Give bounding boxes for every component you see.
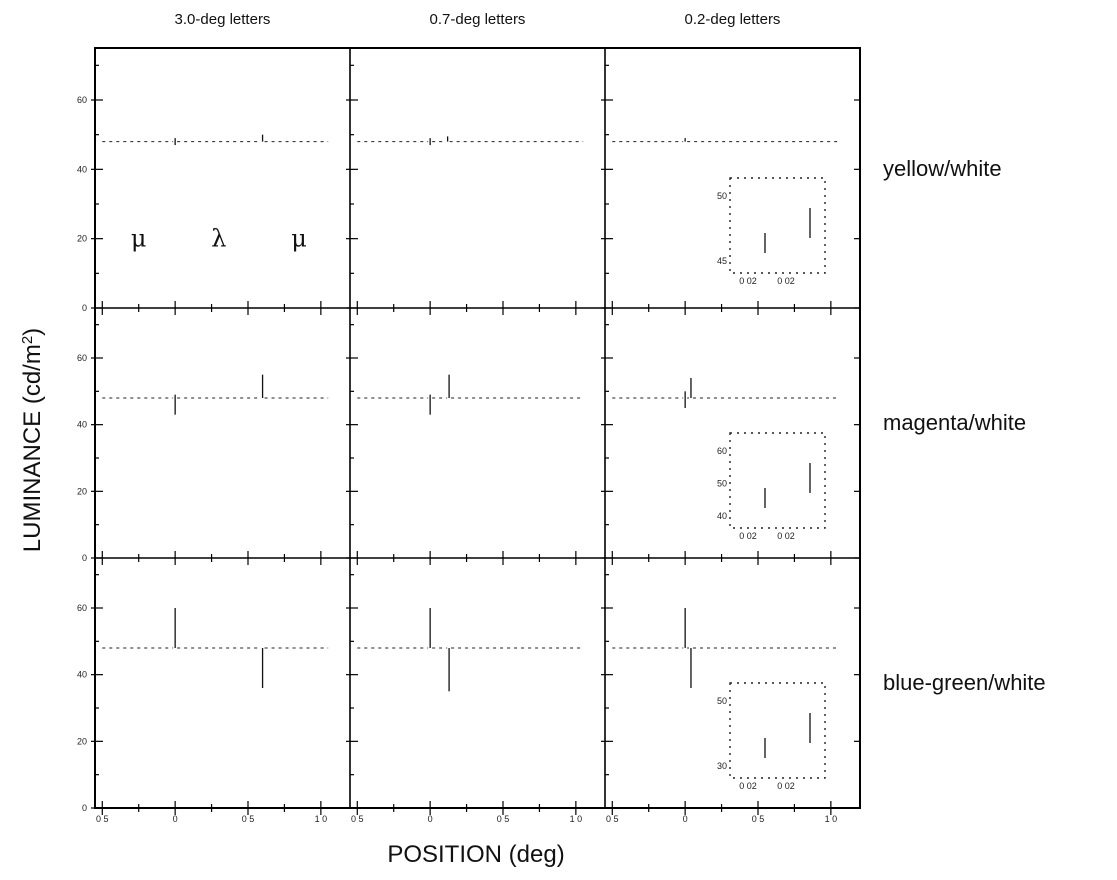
- y-axis-label-superscript: 2: [19, 336, 36, 344]
- x-tick-label: 0 5: [497, 814, 510, 824]
- y-tick-label: 40: [77, 670, 87, 680]
- column-title: 0.7-deg letters: [430, 11, 526, 28]
- inset-x-tick-label: 0 02: [777, 531, 795, 541]
- y-tick-label: 40: [77, 164, 87, 174]
- y-tick-label: 40: [77, 420, 87, 430]
- y-tick-label: 20: [77, 736, 87, 746]
- row-label: yellow/white: [883, 156, 1002, 181]
- y-tick-label: 60: [77, 603, 87, 613]
- inset-plot: 50 45 0 02 0 02: [717, 177, 826, 286]
- row-labels: yellow/white magenta/white blue-green/whit…: [883, 156, 1046, 695]
- x-tick-label: 1 0: [570, 814, 583, 824]
- row-label: magenta/white: [883, 410, 1026, 435]
- x-axis-label: POSITION (deg): [387, 841, 564, 868]
- panel: 50 45 0 02 0 02: [601, 48, 860, 315]
- x-tick-label: 0 5: [752, 814, 765, 824]
- y-axis-label-text: LUMINANCE (cd/m: [19, 344, 46, 552]
- x-tick-label: 1 0: [315, 814, 328, 824]
- x-tick-label: 0: [428, 814, 433, 824]
- inset-y-tick-label: 50: [717, 191, 727, 201]
- inset-x-tick-label: 0 02: [777, 781, 795, 791]
- panel: 60 50 40 0 02 0 02: [601, 308, 860, 565]
- inset-plot: 60 50 40 0 02 0 02: [717, 432, 826, 541]
- panel: [346, 48, 605, 315]
- y-tick-label: 60: [77, 95, 87, 105]
- inset-frame: [729, 682, 826, 779]
- inset-x-tick-label: 0 02: [739, 276, 757, 286]
- y-tick-label: 0: [82, 303, 87, 313]
- stimulus-letter: μ: [291, 225, 307, 253]
- inset-y-tick-label: 40: [717, 511, 727, 521]
- row-label: blue-green/white: [883, 670, 1046, 695]
- panel: 0 20 40 60 μ λ μ: [77, 64, 350, 315]
- inset-y-tick-label: 60: [717, 446, 727, 456]
- panel: 0 5 0 0 5 1 0: [346, 558, 605, 824]
- inset-x-tick-label: 0 02: [739, 531, 757, 541]
- panel: 0 20 40 60: [77, 324, 350, 565]
- panel: [346, 308, 605, 565]
- inset-frame: [729, 432, 826, 529]
- x-tick-label: 0 5: [606, 814, 619, 824]
- x-tick-label: 0 5: [242, 814, 255, 824]
- inset-x-tick-label: 0 02: [739, 781, 757, 791]
- column-title: 0.2-deg letters: [685, 11, 781, 28]
- y-tick-label: 60: [77, 353, 87, 363]
- inset-y-tick-label: 50: [717, 696, 727, 706]
- column-titles: 3.0-deg letters 0.7-deg letters 0.2-deg le…: [175, 11, 781, 28]
- x-tick-label: 0: [683, 814, 688, 824]
- y-tick-label: 20: [77, 234, 87, 244]
- y-axis-label: LUMINANCE (cd/m2): [19, 328, 47, 552]
- x-tick-label: 0 5: [96, 814, 109, 824]
- inset-frame: [729, 177, 826, 274]
- y-tick-label: 20: [77, 486, 87, 496]
- panel: 0 20 40 60 0 5 0 0 5 1 0: [77, 574, 350, 824]
- y-tick-label: 0: [82, 553, 87, 563]
- inset-plot: 50 30 0 02 0 02: [717, 682, 826, 791]
- inset-y-tick-label: 50: [717, 479, 727, 489]
- x-tick-label: 1 0: [825, 814, 838, 824]
- stimulus-letter: μ: [131, 225, 147, 253]
- figure-frame: [94, 47, 861, 809]
- inset-y-tick-label: 45: [717, 256, 727, 266]
- inset-y-tick-label: 30: [717, 761, 727, 771]
- panel: 0 5 0 0 5 1 0 50 30 0 02 0 02: [601, 558, 860, 824]
- column-title: 3.0-deg letters: [175, 11, 271, 28]
- x-tick-label: 0: [173, 814, 178, 824]
- y-tick-label: 0: [82, 803, 87, 813]
- stimulus-letter: λ: [211, 225, 226, 253]
- y-axis-label-close: ): [19, 328, 46, 336]
- inset-x-tick-label: 0 02: [777, 276, 795, 286]
- x-tick-label: 0 5: [351, 814, 364, 824]
